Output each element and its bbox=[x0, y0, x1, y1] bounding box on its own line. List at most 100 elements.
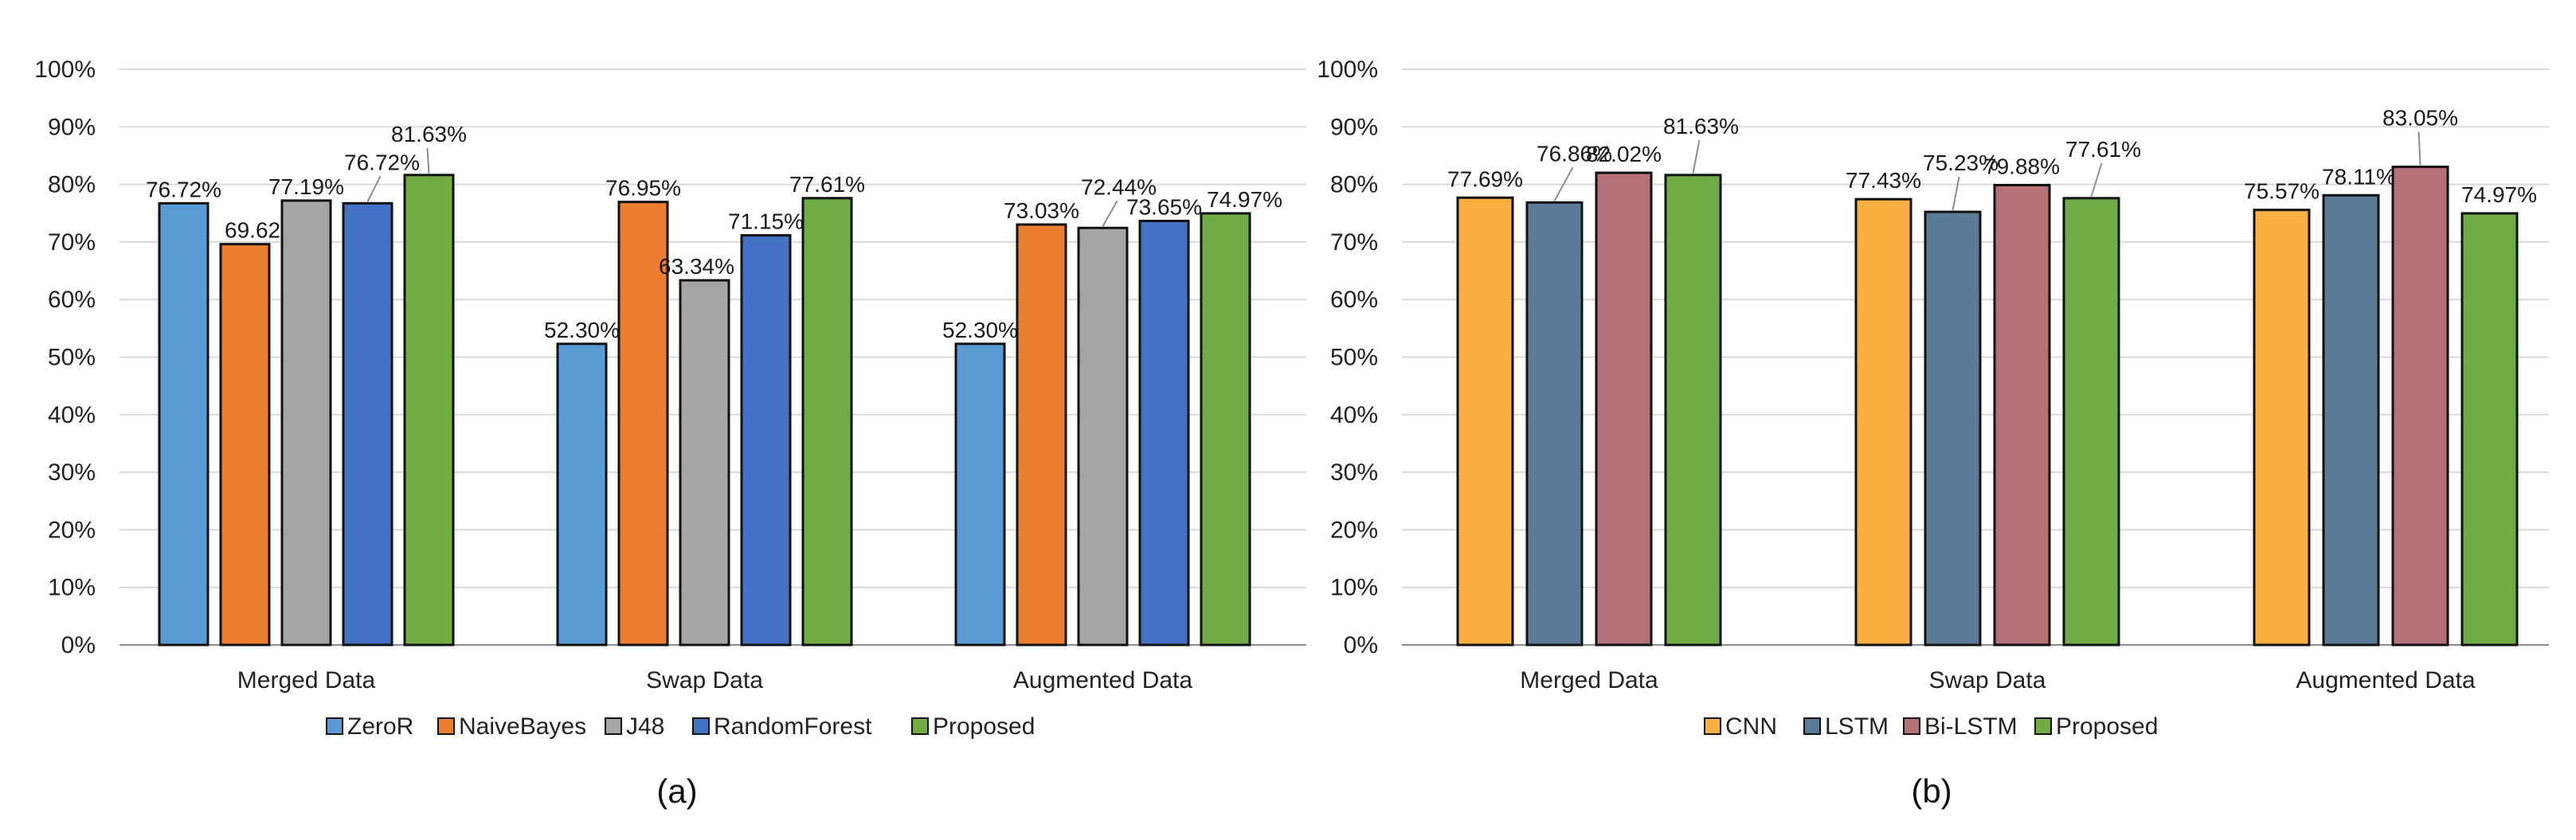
bar-naivebayes-1 bbox=[617, 201, 669, 647]
y-tick-label: 50% bbox=[1330, 345, 1378, 371]
bar-j48-0 bbox=[280, 199, 332, 647]
data-label: 77.19% bbox=[268, 174, 344, 199]
legend-swatch-proposed bbox=[2034, 717, 2052, 735]
bar-proposed-1 bbox=[801, 197, 853, 647]
bar-proposed-0 bbox=[1664, 174, 1722, 647]
panel-caption: (b) bbox=[1911, 772, 1952, 810]
data-label: 76.72% bbox=[344, 150, 420, 174]
data-label: 74.97% bbox=[1207, 187, 1282, 212]
data-label: 79.88% bbox=[1984, 154, 2060, 178]
legend-label-lstm: LSTM bbox=[1825, 713, 1889, 740]
data-label-leader bbox=[1102, 200, 1118, 227]
x-category-label: Swap Data bbox=[1929, 667, 2046, 693]
y-tick-label: 10% bbox=[1330, 575, 1378, 601]
data-label: 73.65% bbox=[1126, 195, 1202, 220]
legend-label-proposed: Proposed bbox=[2056, 713, 2158, 740]
data-label: 77.61% bbox=[2065, 137, 2141, 162]
data-label: 71.15% bbox=[728, 209, 804, 234]
bar-j48-1 bbox=[679, 279, 730, 647]
data-label: 82.02% bbox=[1586, 142, 1662, 166]
y-tick-label: 90% bbox=[48, 114, 96, 140]
data-label: 77.43% bbox=[1846, 168, 1921, 193]
y-tick-label: 70% bbox=[48, 229, 96, 256]
bar-randomforest-2 bbox=[1138, 220, 1190, 647]
bar-cnn-0 bbox=[1456, 196, 1514, 647]
bar-randomforest-0 bbox=[342, 201, 393, 647]
data-label: 52.30% bbox=[544, 318, 620, 342]
data-label-leader bbox=[366, 175, 382, 202]
x-category-label: Augmented Data bbox=[1013, 667, 1192, 693]
data-label: 72.44% bbox=[1081, 174, 1157, 199]
data-label: 77.61% bbox=[789, 172, 865, 197]
chart-panel-a: 0% 10% 20% 30% 40% 50% 60% 70% 80% 90% 100% Merged … bbox=[34, 57, 1306, 810]
x-category-label: Merged Data bbox=[1520, 667, 1658, 693]
bar-zeror-0 bbox=[158, 201, 209, 647]
data-label-leader bbox=[2417, 131, 2421, 166]
x-category-label: Augmented Data bbox=[2296, 667, 2475, 693]
y-tick-label: 100% bbox=[34, 57, 96, 83]
data-label: 74.97% bbox=[2461, 182, 2537, 207]
y-tick-label: 10% bbox=[48, 575, 96, 601]
y-tick-label: 100% bbox=[1317, 57, 1378, 83]
y-tick-label: 80% bbox=[48, 172, 96, 198]
bar-proposed-2 bbox=[1200, 212, 1251, 647]
y-tick-label: 30% bbox=[48, 459, 96, 486]
bar-lstm-0 bbox=[1525, 201, 1584, 647]
legend-label-proposed: Proposed bbox=[933, 713, 1035, 740]
x-category-label: Merged Data bbox=[237, 667, 376, 693]
bar-proposed-0 bbox=[403, 174, 455, 647]
bar-bi-lstm-0 bbox=[1595, 171, 1653, 647]
data-label: 81.63% bbox=[1663, 114, 1739, 139]
bar-lstm-2 bbox=[2322, 193, 2380, 647]
data-label-leader bbox=[1692, 139, 1701, 174]
data-label: 81.63% bbox=[391, 122, 467, 147]
y-tick-label: 40% bbox=[1330, 402, 1378, 428]
bar-naivebayes-2 bbox=[1016, 223, 1067, 647]
legend-label-naivebayes: NaiveBayes bbox=[459, 713, 586, 740]
bar-cnn-1 bbox=[1854, 197, 1912, 647]
bar-proposed-1 bbox=[2062, 197, 2120, 647]
bar-naivebayes-0 bbox=[219, 243, 271, 647]
data-label-leader bbox=[2090, 162, 2103, 197]
data-label: 73.03% bbox=[1004, 198, 1079, 223]
legend-swatch-naivebayes bbox=[437, 717, 455, 735]
y-tick-label: 20% bbox=[1330, 517, 1378, 543]
data-label: 75.57% bbox=[2244, 179, 2320, 204]
y-tick-label: 20% bbox=[48, 517, 96, 543]
data-label: 76.72% bbox=[146, 177, 221, 201]
y-tick-label: 0% bbox=[1344, 632, 1378, 658]
x-category-label: Swap Data bbox=[646, 667, 763, 693]
y-tick-label: 40% bbox=[48, 402, 96, 428]
data-label: 78.11% bbox=[2322, 164, 2396, 189]
bar-lstm-1 bbox=[1924, 210, 1982, 647]
data-label-leader bbox=[426, 147, 430, 174]
legend-swatch-bi-lstm bbox=[1903, 717, 1920, 735]
bar-bi-lstm-2 bbox=[2391, 166, 2449, 647]
chart-panel-b: 0% 10% 20% 30% 40% 50% 60% 70% 80% 90% 100% Merged … bbox=[1317, 57, 2549, 810]
legend-label-zeror: ZeroR bbox=[347, 713, 413, 740]
y-tick-label: 0% bbox=[61, 632, 96, 658]
legend-label-j48: J48 bbox=[626, 713, 664, 740]
legend-swatch-cnn bbox=[1704, 717, 1721, 735]
data-label: 63.34% bbox=[659, 254, 734, 279]
bar-proposed-2 bbox=[2461, 212, 2519, 647]
y-tick-label: 70% bbox=[1330, 229, 1378, 256]
data-label-leader bbox=[1952, 176, 1960, 211]
legend-swatch-proposed bbox=[911, 717, 929, 735]
y-tick-label: 80% bbox=[1330, 172, 1378, 198]
legend-swatch-j48 bbox=[605, 717, 622, 735]
bar-zeror-1 bbox=[556, 342, 608, 647]
panel-caption: (a) bbox=[656, 772, 697, 810]
legend-swatch-randomforest bbox=[692, 717, 710, 735]
bar-zeror-2 bbox=[954, 342, 1006, 647]
y-tick-label: 30% bbox=[1330, 459, 1378, 486]
data-label: 77.69% bbox=[1447, 166, 1523, 191]
bar-j48-2 bbox=[1077, 226, 1129, 647]
y-tick-label: 50% bbox=[48, 345, 96, 371]
legend-label-bi-lstm: Bi-LSTM bbox=[1924, 713, 2018, 740]
data-label: 76.95% bbox=[605, 176, 681, 201]
bar-randomforest-1 bbox=[740, 234, 792, 647]
y-tick-label: 60% bbox=[48, 287, 96, 313]
y-tick-label: 60% bbox=[1330, 287, 1378, 313]
